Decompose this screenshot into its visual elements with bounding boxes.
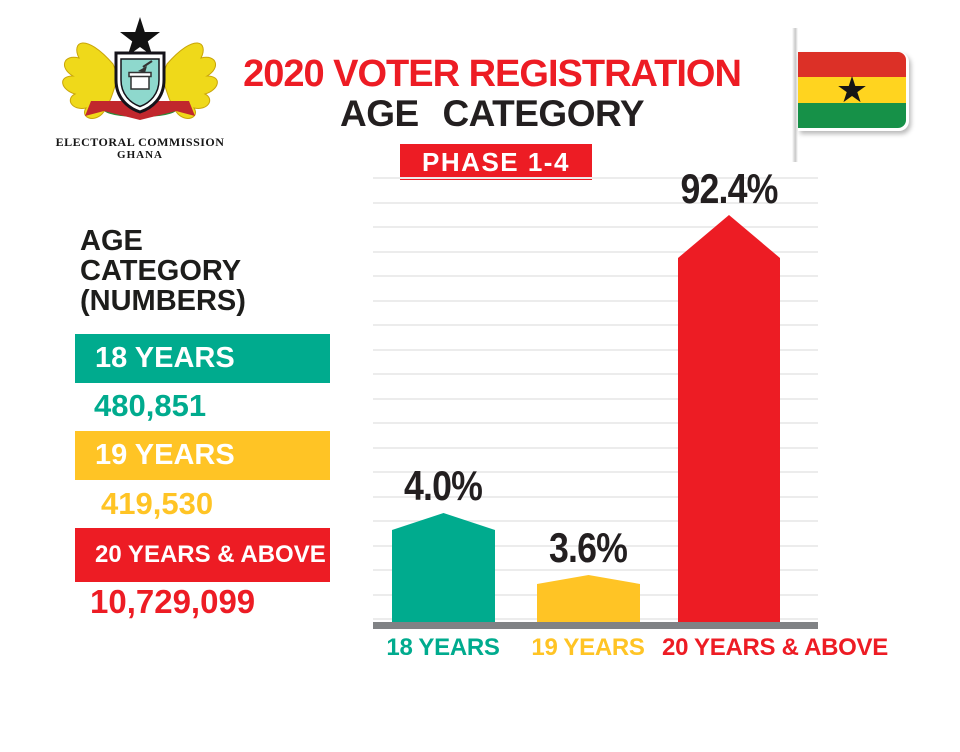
gridline <box>373 520 818 522</box>
gridline <box>373 299 818 302</box>
flag-stripe-green <box>798 102 906 128</box>
gridline <box>373 373 818 375</box>
gridline <box>373 324 818 326</box>
gridline <box>373 569 818 571</box>
bar-19-years <box>537 575 640 622</box>
black-star-icon: ★ <box>835 69 869 110</box>
axis-label-18-years: 18 YEARS <box>386 634 500 661</box>
gridline <box>373 226 818 228</box>
legend-item-value: 480,851 <box>94 388 207 423</box>
gridline <box>373 201 818 204</box>
legend-item-19-years: 19 YEARS <box>75 431 330 480</box>
page-fold-decoration <box>792 28 798 162</box>
legend-item-20-years-above: 20 YEARS & ABOVE <box>75 528 330 582</box>
gridline <box>373 397 818 400</box>
gridline <box>373 250 818 253</box>
gridline <box>373 348 818 351</box>
flag-stripe-red <box>798 52 906 78</box>
bar-18-years <box>392 513 495 622</box>
legend-item-value: 419,530 <box>101 486 214 521</box>
phase-badge: PHASE 1-4 <box>400 144 592 180</box>
gridline <box>373 275 818 277</box>
gridline <box>373 446 818 449</box>
ghana-flag: ★ <box>798 52 909 131</box>
bar-value-label-18-years: 4.0% <box>404 462 483 509</box>
org-name-line2: GHANA <box>117 149 163 161</box>
page-subtitle: AGE CATEGORY <box>339 93 645 134</box>
page-title: 2020 VOTER REGISTRATION <box>243 53 742 95</box>
legend-heading-line1: AGE <box>80 225 143 257</box>
bar-20-years-above <box>678 215 780 622</box>
gridline <box>373 495 818 498</box>
gridline <box>373 471 818 473</box>
legend-item-label: 18 YEARS <box>95 342 235 374</box>
axis-label-20-years-above: 20 YEARS & ABOVE <box>662 634 888 661</box>
legend-item-label: 20 YEARS & ABOVE <box>95 541 326 568</box>
bar-value-label-19-years: 3.6% <box>549 524 628 571</box>
gridline <box>373 177 818 179</box>
flag-stripe-gold <box>798 77 906 103</box>
bar-value-label-20-years-above: 92.4% <box>680 165 779 212</box>
legend-heading: AGE CATEGORY (NUMBERS) <box>80 226 246 316</box>
header: 2020 VOTER REGISTRATION AGE CATEGORY <box>232 54 752 133</box>
axis-label-19-years: 19 YEARS <box>531 634 645 661</box>
legend-heading-line3: (NUMBERS) <box>80 285 246 317</box>
org-name-line1: ELECTORAL COMMISSION <box>55 135 225 149</box>
legend-item-18-years: 18 YEARS <box>75 334 330 383</box>
gridline <box>373 422 818 424</box>
coat-of-arms-icon <box>62 17 218 120</box>
x-axis-baseline <box>373 622 818 629</box>
legend-heading-line2: CATEGORY <box>80 255 242 287</box>
legend-item-value: 10,729,099 <box>90 583 256 620</box>
bar-chart: 4.0% 18 YEARS 3.6% 19 YEARS 92.4% 20 YEARS & … <box>373 165 888 700</box>
gridline <box>373 544 818 547</box>
legend-item-label: 19 YEARS <box>95 439 235 471</box>
electoral-commission-logo: ELECTORAL COMMISSION GHANA <box>50 14 230 162</box>
